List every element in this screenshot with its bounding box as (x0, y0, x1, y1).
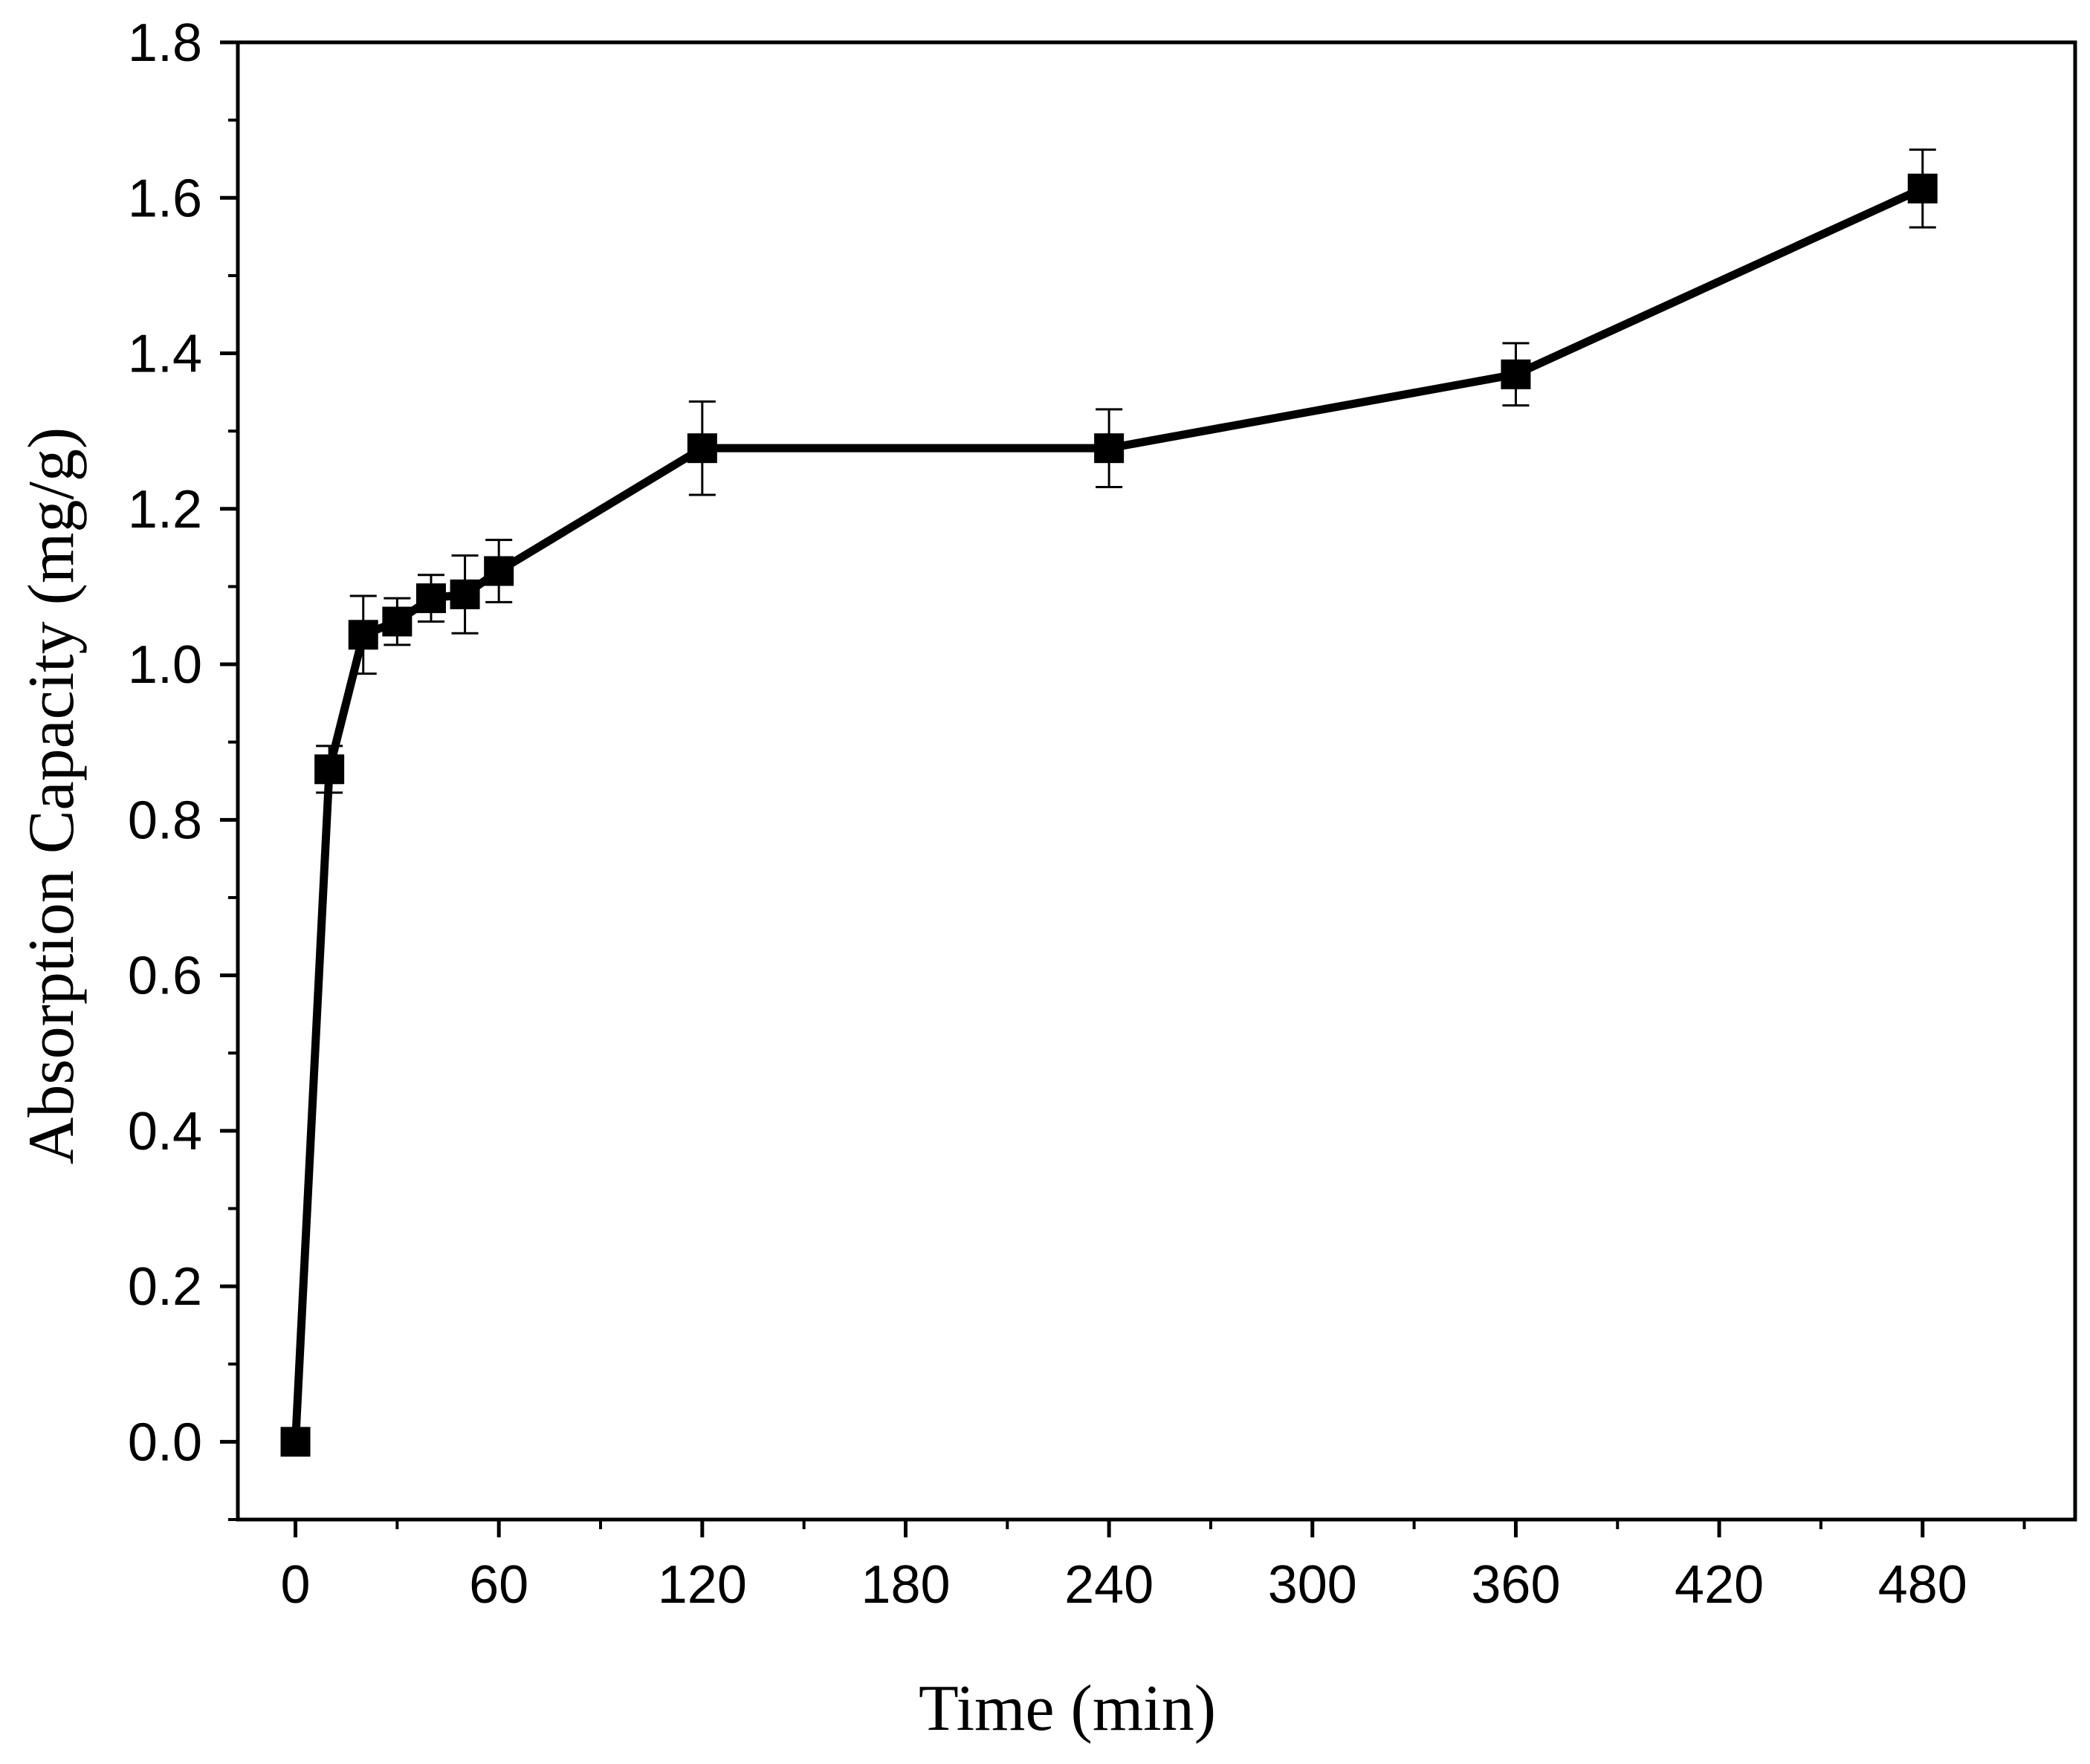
y-tick-label: 1.4 (128, 325, 202, 384)
y-tick-label: 1.6 (128, 169, 202, 228)
data-point (348, 620, 378, 650)
x-tick-label: 480 (1878, 1555, 1967, 1615)
y-tick-label: 0.4 (128, 1102, 202, 1161)
data-point (280, 1427, 311, 1457)
y-axis-title: Absorption Capacity (mg/g) (16, 427, 88, 1164)
x-tick-label: 60 (469, 1555, 528, 1615)
y-tick-label: 1.8 (128, 13, 202, 73)
x-tick-label: 120 (658, 1555, 747, 1615)
y-tick-label: 0.6 (128, 947, 202, 1006)
x-tick-label: 420 (1675, 1555, 1764, 1615)
x-tick-label: 0 (281, 1555, 311, 1615)
y-tick-label: 0.8 (128, 791, 202, 850)
plot-area: 0.0 0.2 0.4 0.6 0.8 1.0 1.2 1.4 1.6 1.8 0 60 120 180 2… (128, 13, 2077, 1615)
data-point (1094, 433, 1125, 464)
x-tick-label: 300 (1268, 1555, 1357, 1615)
y-tick-label: 0.2 (128, 1257, 202, 1317)
data-point (687, 433, 717, 464)
data-point (450, 579, 480, 609)
x-tick-label: 180 (861, 1555, 950, 1615)
y-tick-label: 1.0 (128, 635, 202, 695)
data-point (484, 556, 514, 586)
y-tick-label: 1.2 (128, 480, 202, 539)
y-tick-label: 0.0 (128, 1413, 202, 1472)
data-point (382, 606, 412, 637)
data-point (314, 754, 345, 785)
data-point (415, 583, 446, 614)
x-axis-title: Time (min) (919, 1673, 1216, 1745)
x-tick-label: 240 (1064, 1555, 1154, 1615)
data-point (1501, 359, 1531, 389)
data-point (1907, 173, 1938, 204)
x-tick-label: 360 (1471, 1555, 1560, 1615)
plot-frame (236, 40, 2077, 1522)
